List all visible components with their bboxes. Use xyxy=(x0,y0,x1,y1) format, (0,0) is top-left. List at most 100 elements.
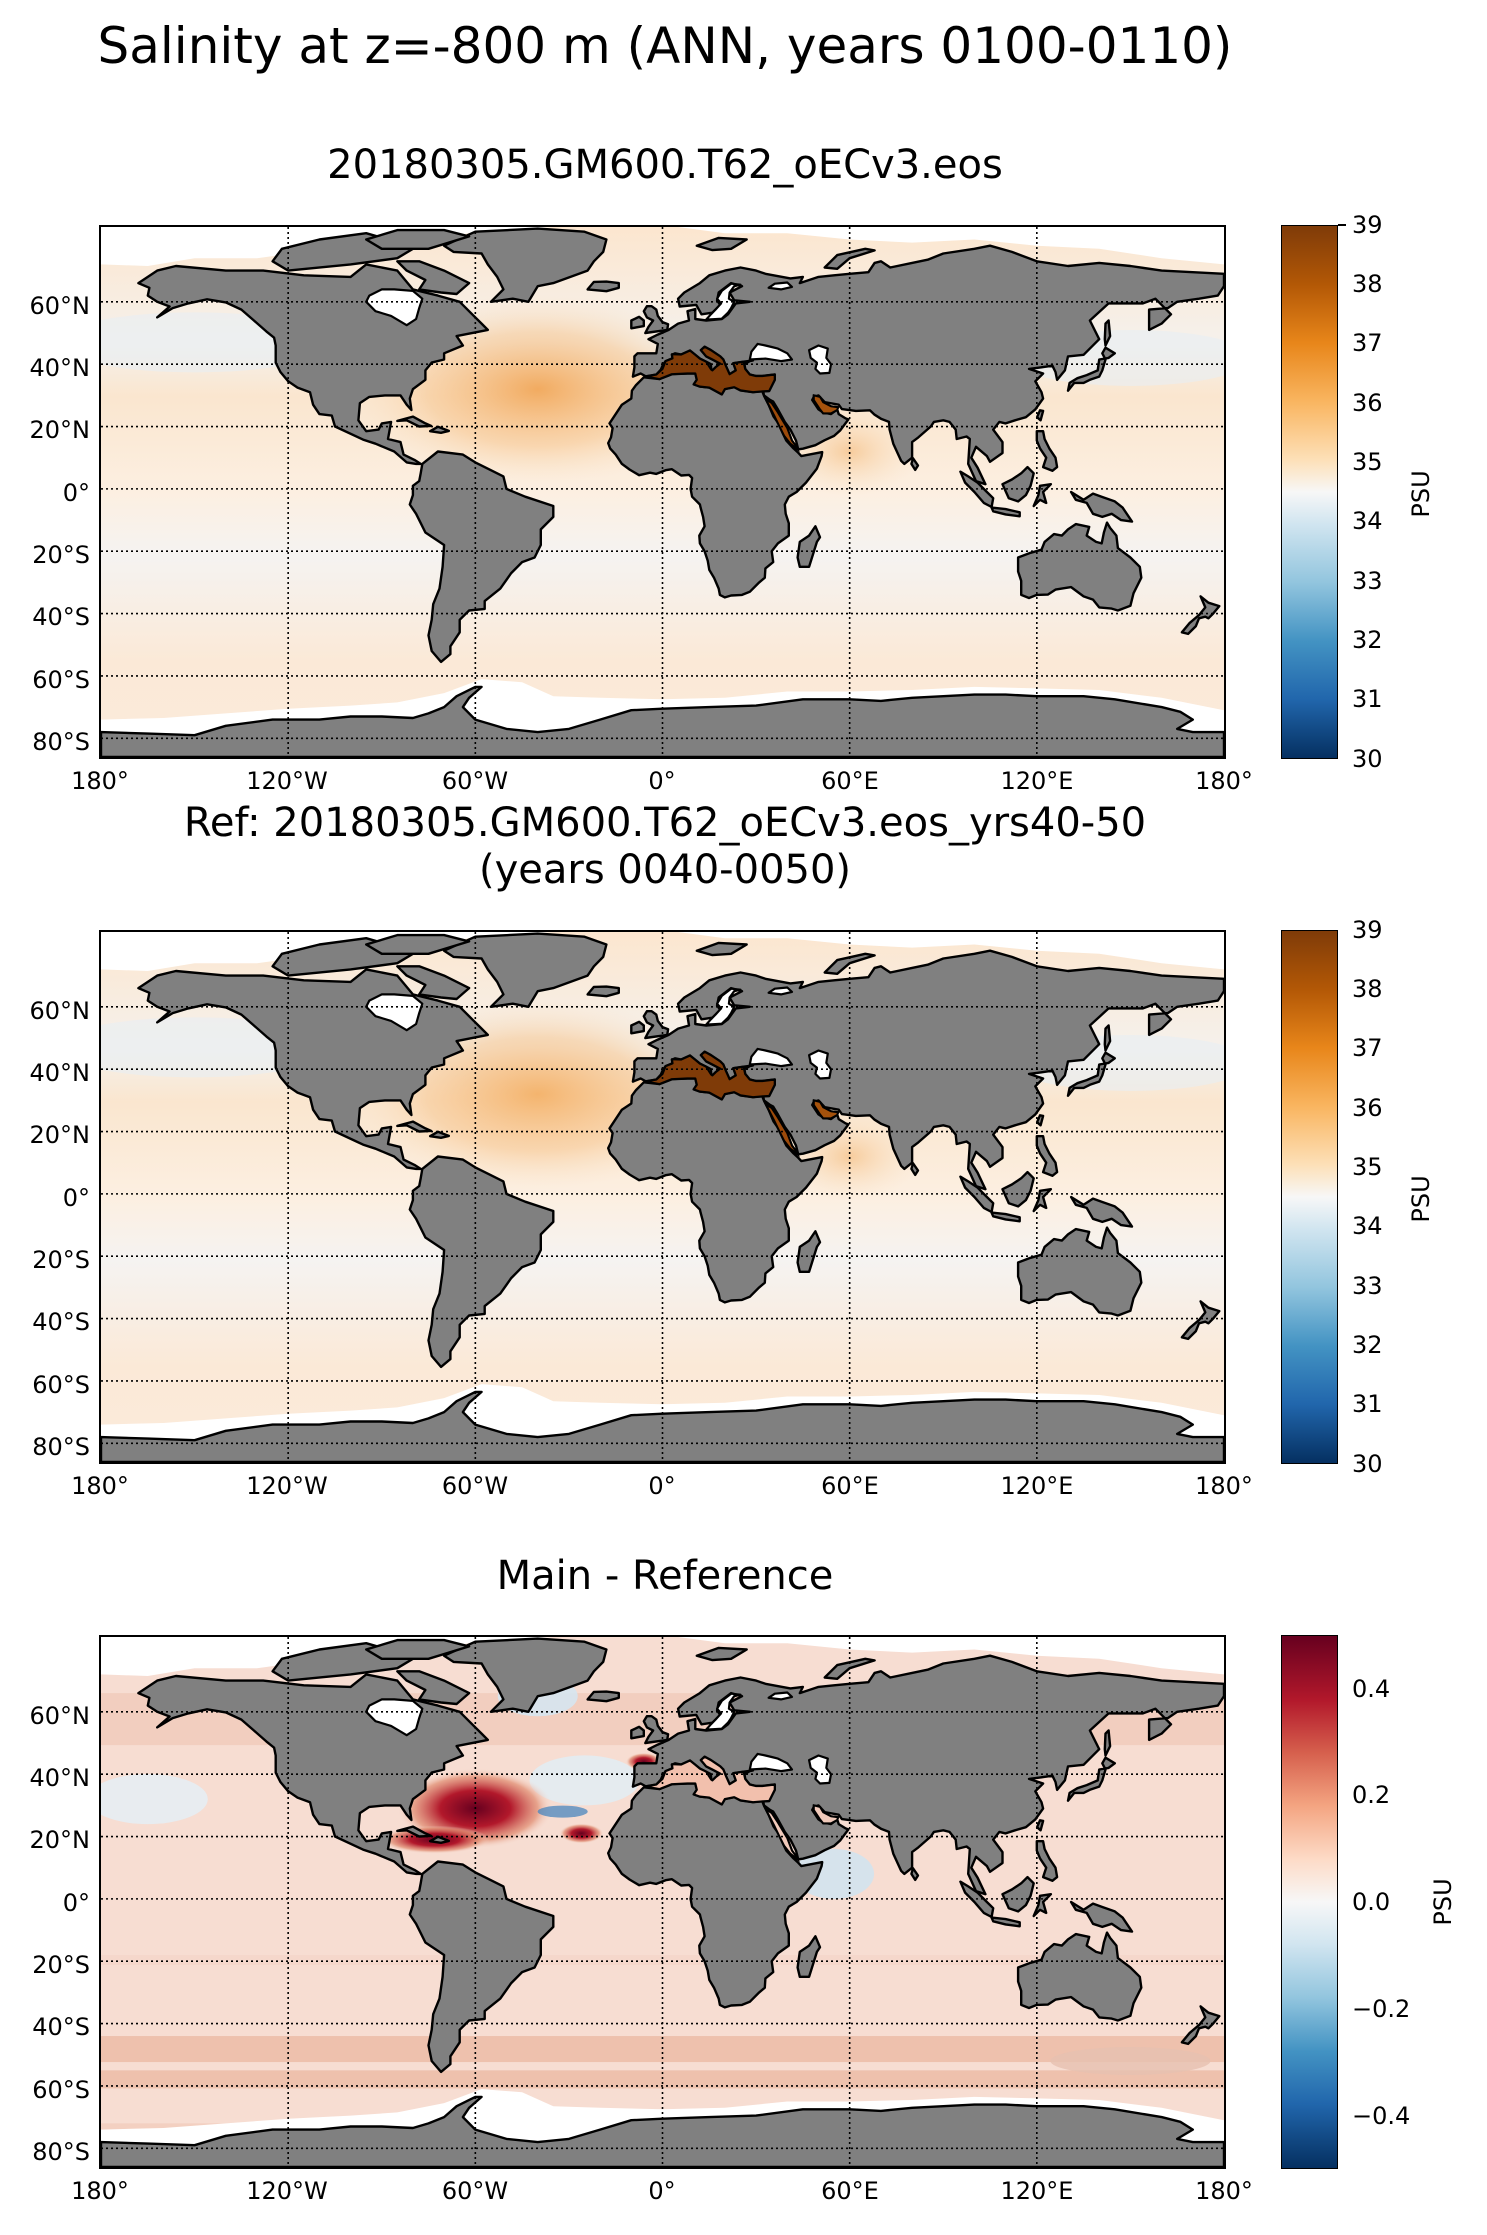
colorbar-tick-mark xyxy=(1338,224,1346,226)
colorbar-difference xyxy=(1281,1635,1338,2169)
new-guinea xyxy=(1069,1195,1134,1228)
colorbar-tick: 31 xyxy=(1352,1390,1383,1418)
lon-label: 120°E xyxy=(1000,1472,1074,1500)
british-isles xyxy=(642,1714,670,1745)
black-sea xyxy=(748,342,794,363)
black-sea xyxy=(748,1047,794,1068)
lat-label: 40°S xyxy=(32,1308,90,1336)
map-difference xyxy=(101,1637,1224,2167)
philippines xyxy=(1035,1839,1059,1883)
japan xyxy=(1066,1051,1116,1097)
lat-label: 40°N xyxy=(29,354,91,382)
diff-negative-patch xyxy=(794,1848,875,1899)
lat-label: 80°S xyxy=(32,1433,90,1461)
south-america xyxy=(408,1860,555,2074)
lon-label: 120°W xyxy=(246,2177,328,2205)
lat-label: 20°S xyxy=(32,1246,90,1274)
colorbar-tick: 38 xyxy=(1352,975,1383,1003)
colorbar-tick: 31 xyxy=(1352,685,1383,713)
british-isles xyxy=(642,1009,670,1040)
lon-label: 0° xyxy=(648,1472,676,1500)
lat-label: 0° xyxy=(62,1184,90,1212)
taiwan xyxy=(1035,409,1045,422)
iceland xyxy=(586,280,620,293)
colorbar-tick: 34 xyxy=(1352,1212,1383,1240)
lat-label: 60°S xyxy=(32,666,90,694)
lon-label: 60°E xyxy=(821,767,879,795)
diff-negative-patch xyxy=(101,1774,208,1825)
lat-label: 20°N xyxy=(29,1826,91,1854)
japan xyxy=(1066,1756,1116,1802)
colorbar-tick: 0.2 xyxy=(1352,1781,1391,1809)
persian-gulf-fill xyxy=(812,1804,840,1825)
baltic-sea xyxy=(705,1692,742,1731)
lat-label: 60°N xyxy=(29,292,91,320)
map-main xyxy=(101,227,1224,757)
lon-label: 180° xyxy=(71,2177,129,2205)
red-sea-fill xyxy=(763,395,800,453)
lon-label: 0° xyxy=(648,767,676,795)
greenland xyxy=(442,932,608,1009)
new-zealand xyxy=(1180,2005,1221,2046)
novaya-zemlya xyxy=(823,1657,876,1680)
black-sea xyxy=(748,1752,794,1773)
lat-label: 0° xyxy=(62,1889,90,1917)
new-zealand xyxy=(1180,595,1221,636)
australia xyxy=(1016,1226,1143,1317)
persian-gulf-fill xyxy=(812,394,840,415)
red-sea-fill xyxy=(763,1805,800,1863)
lon-label: 180° xyxy=(1195,2177,1253,2205)
australia xyxy=(1016,521,1143,612)
colorbar-tick: −0.2 xyxy=(1352,1995,1411,2023)
taiwan xyxy=(1035,1114,1045,1127)
colorbar-tick: 35 xyxy=(1352,1153,1383,1181)
hudson-bay xyxy=(365,1698,424,1737)
lat-label: 80°S xyxy=(32,2138,90,2166)
map-reference xyxy=(101,932,1224,1462)
new-zealand xyxy=(1180,1300,1221,1341)
antarctica xyxy=(101,1390,1224,1462)
colorbar-tick: 34 xyxy=(1352,507,1383,535)
ellesmere xyxy=(365,1638,471,1660)
lon-label: 60°E xyxy=(821,1472,879,1500)
white-sea xyxy=(767,281,794,291)
colorbar-tick: 36 xyxy=(1352,389,1383,417)
diff-band xyxy=(101,2070,1224,2089)
panel-title-reference-line1: Ref: 20180305.GM600.T62_oECv3.eos_yrs40-… xyxy=(183,800,1147,846)
australia xyxy=(1016,1931,1143,2022)
colorbar-tick: 39 xyxy=(1352,211,1383,239)
svalbard xyxy=(695,236,748,252)
panel-title-reference-line2: (years 0040-0050) xyxy=(478,847,852,893)
lon-label: 120°W xyxy=(246,767,328,795)
japan xyxy=(1066,346,1116,392)
lat-label: 20°N xyxy=(29,1121,91,1149)
panel-title-main: 20180305.GM600.T62_oECv3.eos xyxy=(327,142,1003,188)
novaya-zemlya xyxy=(823,952,876,975)
lat-label: 40°N xyxy=(29,1764,91,1792)
diff-band xyxy=(101,1955,1224,1965)
greenland xyxy=(442,227,608,304)
antarctica xyxy=(101,2095,1224,2167)
colorbar-tick: 30 xyxy=(1352,1450,1383,1478)
lat-label: 80°S xyxy=(32,728,90,756)
lat-label: 20°S xyxy=(32,1951,90,1979)
colorbar-tick: −0.4 xyxy=(1352,2102,1411,2130)
lon-label: 120°E xyxy=(1000,2177,1074,2205)
lat-label: 40°N xyxy=(29,1059,91,1087)
south-america xyxy=(408,450,555,664)
madagascar xyxy=(796,525,822,568)
baltic-sea xyxy=(705,282,742,321)
sri-lanka xyxy=(910,1162,920,1177)
colorbar-tick: 37 xyxy=(1352,1034,1383,1062)
colorbar-tick: 32 xyxy=(1352,626,1383,654)
south-america xyxy=(408,1155,555,1369)
baltic-sea xyxy=(705,987,742,1026)
caspian-sea xyxy=(807,1754,833,1785)
hispaniola xyxy=(428,1835,450,1845)
iceland xyxy=(586,1690,620,1703)
antarctica xyxy=(101,685,1224,757)
sakhalin xyxy=(1103,1024,1112,1052)
lat-label: 60°S xyxy=(32,2076,90,2104)
new-guinea xyxy=(1069,490,1134,523)
svalbard xyxy=(695,1646,748,1662)
